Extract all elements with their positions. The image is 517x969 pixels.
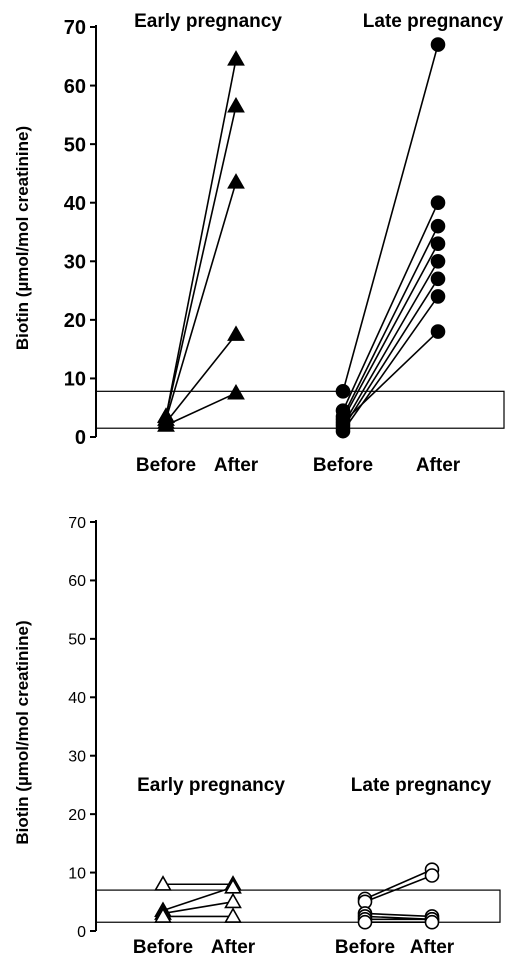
- x-category-label: After: [416, 455, 461, 476]
- y-axis-title: Biotin (µmol/mol creatinine): [13, 126, 32, 350]
- y-tick-label: 0: [77, 924, 86, 941]
- paired-line: [342, 295, 439, 432]
- y-tick-label: 70: [68, 515, 86, 532]
- paired-line: [165, 181, 237, 420]
- before-point: [154, 875, 172, 891]
- x-category-label: Before: [133, 937, 193, 958]
- paired-line: [342, 260, 439, 426]
- x-category-label: Before: [335, 937, 395, 958]
- paired-line: [165, 392, 237, 427]
- after-point: [430, 324, 446, 339]
- y-tick-label: 20: [68, 807, 86, 824]
- y-tick-label: 10: [64, 369, 86, 391]
- paired-line: [165, 59, 237, 417]
- y-tick-label: 0: [75, 427, 86, 449]
- after-point: [430, 289, 446, 304]
- before-point: [154, 907, 172, 923]
- after-point: [424, 914, 440, 930]
- y-tick-label: 60: [64, 76, 86, 98]
- y-tick-label: 60: [68, 573, 86, 590]
- after-point: [224, 892, 242, 909]
- x-category-label: After: [211, 937, 256, 958]
- after-point: [430, 271, 446, 287]
- y-tick-label: 40: [68, 690, 86, 707]
- x-category-label: Before: [136, 455, 196, 476]
- group-label: Late pregnancy: [363, 11, 504, 32]
- paired-line: [364, 874, 433, 903]
- paired-line: [342, 225, 439, 417]
- after-point: [224, 907, 242, 923]
- x-category-label: After: [214, 455, 259, 476]
- after-point: [227, 325, 245, 341]
- group-label: Early pregnancy: [134, 11, 282, 32]
- y-tick-label: 50: [68, 632, 86, 649]
- before-point: [157, 416, 175, 432]
- y-tick-label: 70: [64, 17, 86, 39]
- x-category-label: Before: [313, 455, 373, 476]
- after-point: [430, 37, 446, 52]
- y-tick-label: 40: [64, 193, 86, 215]
- after-point: [227, 50, 245, 66]
- before-point: [357, 914, 373, 930]
- y-tick-label: 30: [68, 748, 86, 765]
- after-point: [424, 868, 440, 883]
- paired-line: [165, 105, 237, 417]
- group-label: Late pregnancy: [351, 775, 492, 796]
- after-point: [430, 195, 446, 211]
- after-point: [430, 236, 446, 252]
- paired-line: [364, 912, 433, 918]
- paired-line: [162, 900, 234, 915]
- paired-line: [342, 243, 439, 420]
- paired-line: [165, 334, 237, 423]
- before-point: [335, 415, 351, 430]
- paired-line: [162, 886, 234, 912]
- after-point: [227, 173, 245, 189]
- before-point: [335, 384, 351, 399]
- after-point: [430, 253, 446, 269]
- paired-line: [342, 202, 439, 411]
- x-category-label: After: [410, 937, 455, 958]
- paired-line: [342, 44, 439, 392]
- y-axis-title: Biotin (µmol/mol creatinine): [13, 620, 32, 844]
- paired-line: [364, 868, 433, 900]
- paired-line: [342, 278, 439, 429]
- after-point: [227, 96, 245, 113]
- y-tick-label: 10: [68, 865, 86, 882]
- after-point: [430, 218, 446, 234]
- reference-range-band: [95, 889, 501, 923]
- y-tick-label: 30: [64, 251, 86, 273]
- paired-line: [342, 330, 439, 423]
- y-tick-label: 20: [64, 310, 86, 332]
- y-tick-label: 50: [64, 134, 86, 156]
- group-label: Early pregnancy: [137, 775, 285, 796]
- reference-range-band: [95, 390, 505, 429]
- after-point: [227, 383, 245, 400]
